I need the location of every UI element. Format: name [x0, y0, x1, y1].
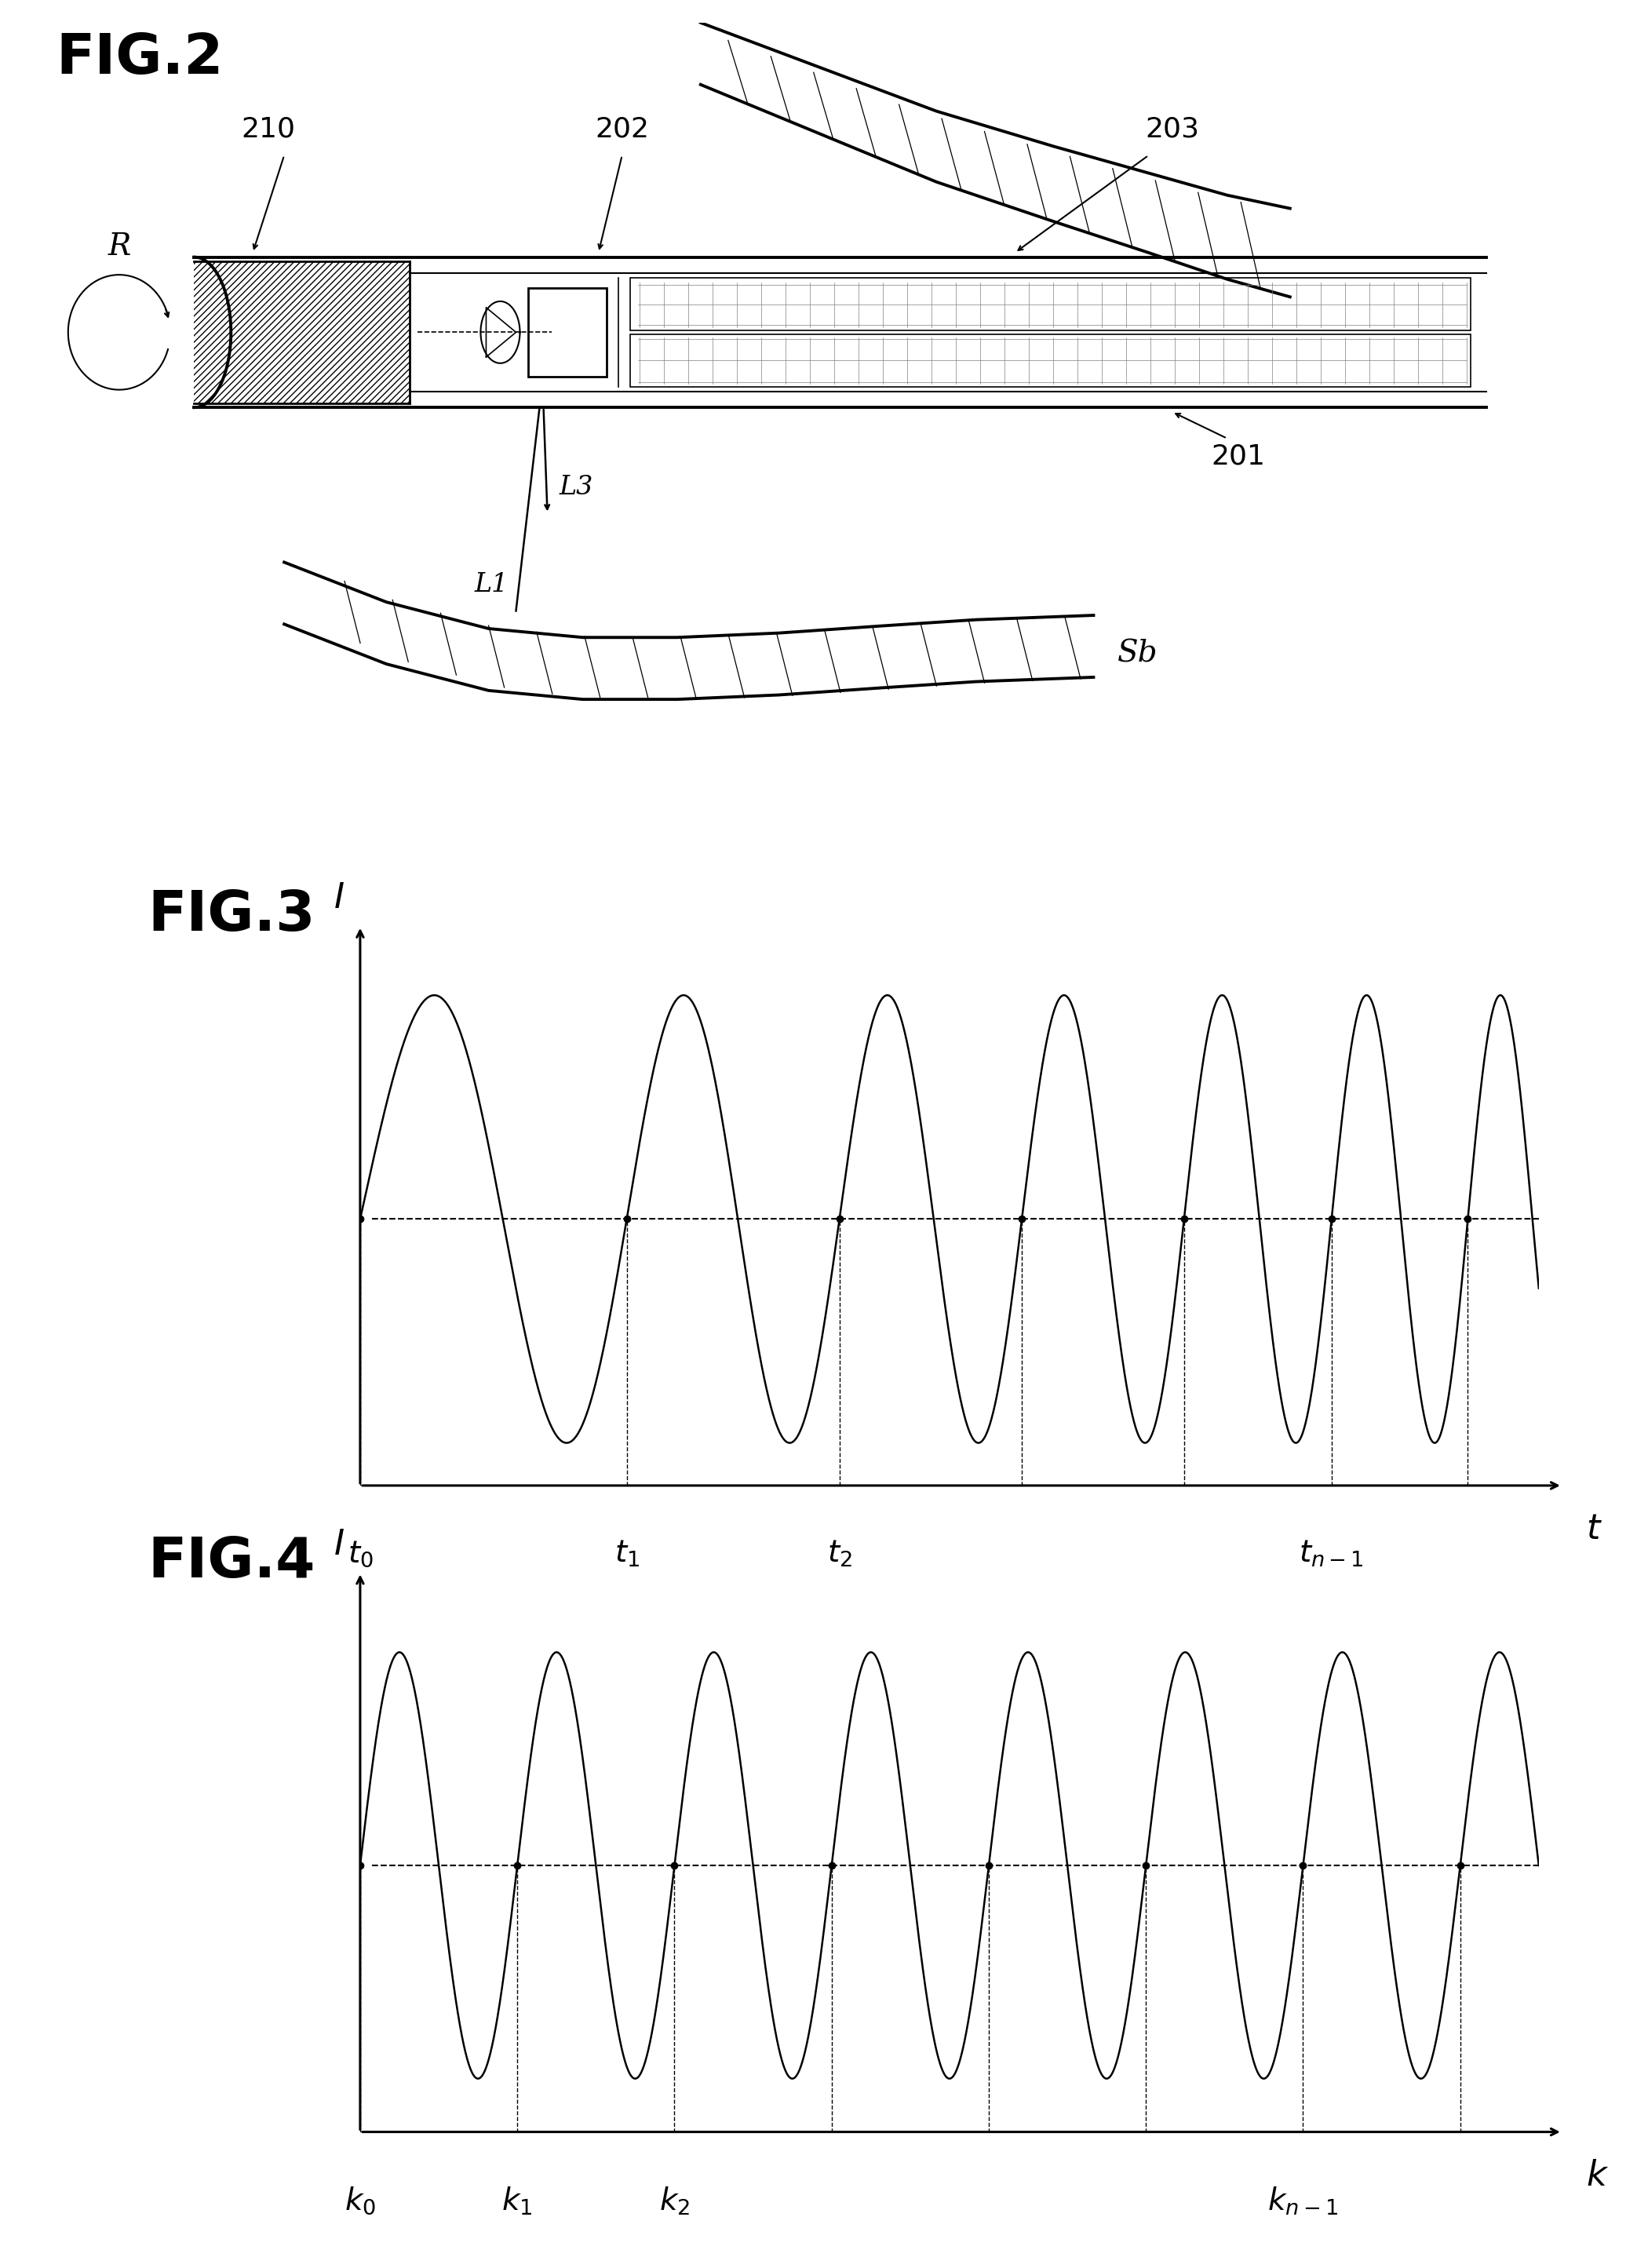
- Text: L3: L3: [560, 474, 593, 499]
- Text: 203: 203: [1144, 116, 1200, 143]
- Text: $t$: $t$: [1586, 1513, 1603, 1547]
- Text: $t_1$: $t_1$: [614, 1538, 640, 1569]
- Text: FIG.3: FIG.3: [147, 889, 316, 943]
- Text: $k_2$: $k_2$: [660, 2186, 689, 2216]
- Bar: [527, 288, 606, 376]
- Text: FIG.2: FIG.2: [56, 32, 224, 86]
- Text: L1: L1: [475, 572, 507, 596]
- Text: 201: 201: [1211, 442, 1265, 469]
- Text: $t_{n-1}$: $t_{n-1}$: [1300, 1538, 1364, 1569]
- Bar: [195, 261, 409, 404]
- Text: Sb: Sb: [1116, 640, 1157, 669]
- Text: $k_1$: $k_1$: [503, 2186, 532, 2216]
- Text: FIG.4: FIG.4: [147, 1535, 316, 1590]
- Text: $I$: $I$: [334, 882, 344, 916]
- Text: $I$: $I$: [334, 1529, 344, 1563]
- Bar: [630, 277, 1470, 331]
- Bar: [630, 333, 1470, 388]
- Text: $t_2$: $t_2$: [827, 1538, 851, 1569]
- Text: R: R: [108, 231, 131, 261]
- Text: $k$: $k$: [1586, 2159, 1609, 2193]
- Text: $t_0$: $t_0$: [347, 1538, 373, 1569]
- Polygon shape: [481, 302, 521, 363]
- Text: $k_0$: $k_0$: [344, 2186, 377, 2216]
- Text: 202: 202: [594, 116, 650, 143]
- Text: $k_{n-1}$: $k_{n-1}$: [1267, 2186, 1339, 2216]
- Text: 210: 210: [241, 116, 296, 143]
